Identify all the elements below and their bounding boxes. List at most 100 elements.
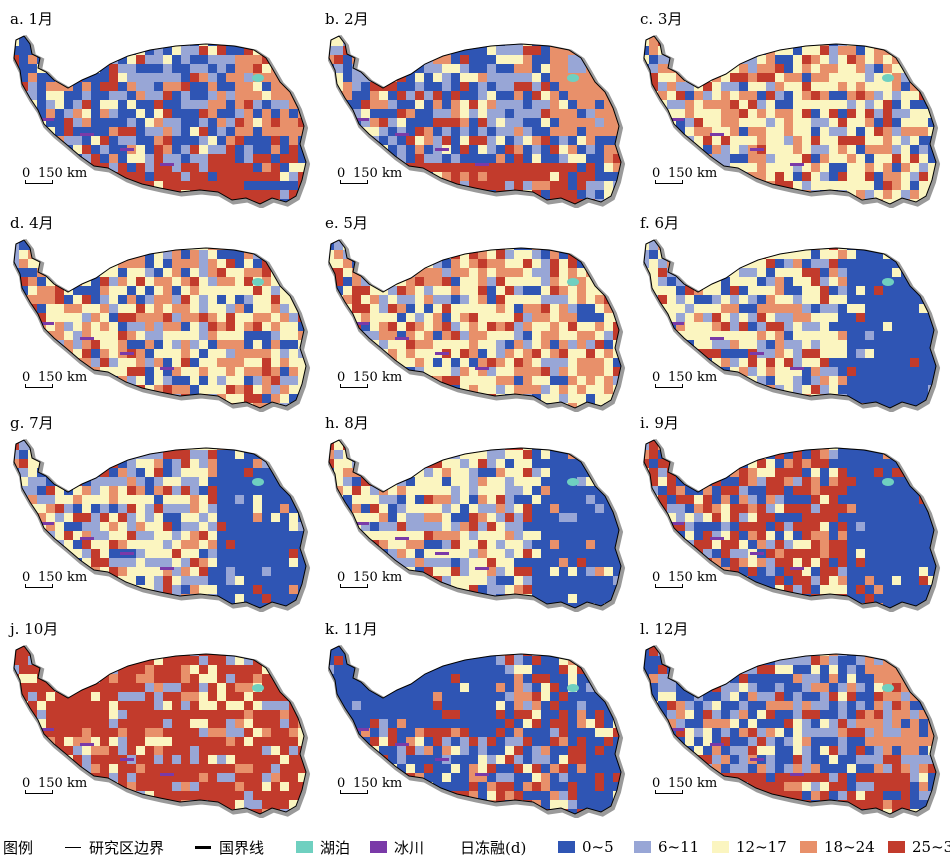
legend-glacier-label: 冰川	[394, 838, 425, 857]
scale-bar: 0 150 km	[22, 570, 92, 592]
scale-bar: 0 150 km	[337, 370, 407, 392]
scale-zero: 0	[652, 166, 661, 181]
scale-bar: 0 150 km	[652, 370, 722, 392]
scale-line	[340, 584, 368, 588]
study-area-boundary	[13, 439, 307, 609]
class-swatch	[634, 841, 651, 853]
scale-zero: 0	[652, 570, 661, 585]
panel-title: l. 12月	[640, 620, 689, 638]
panel-title: a. 1月	[10, 10, 54, 28]
map-panel: k. 11月 0 150 km	[325, 618, 635, 818]
scale-zero: 0	[337, 570, 346, 585]
map-panel: f. 6月 0 150 km	[640, 212, 950, 412]
plateau-map	[327, 238, 626, 412]
scale-bar: 0 150 km	[337, 570, 407, 592]
panel-title: j. 10月	[10, 620, 59, 638]
study-area-boundary	[13, 239, 307, 409]
scale-line	[655, 180, 683, 184]
scale-zero: 0	[22, 776, 31, 791]
national-line-icon	[195, 845, 211, 849]
scale-zero: 0	[652, 370, 661, 385]
scale-line	[340, 180, 368, 184]
study-area-boundary	[643, 239, 937, 409]
study-area-boundary	[13, 35, 307, 205]
legend-class: 18~24	[800, 835, 875, 859]
legend-title-text: 图例	[3, 838, 34, 857]
legend-ftd-label: 日冻融(d)	[460, 838, 527, 857]
scale-line	[655, 384, 683, 388]
legend-class: 25~31	[888, 835, 950, 859]
study-area-boundary	[643, 35, 937, 205]
scale-line	[25, 180, 53, 184]
plateau-map	[327, 34, 626, 208]
plateau-map	[642, 644, 941, 818]
scale-bar: 0 150 km	[652, 776, 722, 798]
scale-zero: 0	[22, 570, 31, 585]
study-area-boundary	[328, 645, 622, 815]
map-panel: j. 10月 0 150 km	[10, 618, 320, 818]
class-label: 6~11	[658, 838, 700, 856]
map-panel: e. 5月 0 150 km	[325, 212, 635, 412]
legend-boundary: 研究区边界	[65, 835, 164, 859]
panel-title: h. 8月	[325, 414, 369, 432]
scale-bar: 0 150 km	[337, 166, 407, 188]
panel-title: d. 4月	[10, 214, 54, 232]
class-label: 0~5	[582, 838, 614, 856]
lake-feature	[882, 478, 894, 486]
map-panel: b. 2月 0 150 km	[325, 8, 635, 208]
plateau-map	[12, 238, 311, 412]
legend-class: 12~17	[712, 835, 787, 859]
panel-title: e. 5月	[325, 214, 368, 232]
map-panel: a. 1月 0 150 km	[10, 8, 320, 208]
scale-value: 150 km	[353, 370, 403, 385]
scale-line	[340, 384, 368, 388]
panel-title: c. 3月	[640, 10, 683, 28]
scale-bar: 0 150 km	[22, 166, 92, 188]
plateau-map	[12, 438, 311, 612]
lake-feature	[252, 478, 264, 486]
scale-value: 150 km	[38, 776, 88, 791]
legend-national: 国界线	[195, 835, 264, 859]
map-panel: l. 12月 0 150 km	[640, 618, 950, 818]
panel-title: g. 7月	[10, 414, 54, 432]
study-area-boundary	[643, 439, 937, 609]
scale-bar: 0 150 km	[652, 166, 722, 188]
map-panel: i. 9月 0 150 km	[640, 412, 950, 612]
scale-value: 150 km	[668, 166, 718, 181]
study-area-boundary	[328, 239, 622, 409]
class-label: 18~24	[824, 838, 875, 856]
legend-title: 图例	[3, 835, 33, 859]
scale-zero: 0	[652, 776, 661, 791]
study-area-boundary	[13, 645, 307, 815]
lake-feature	[567, 478, 579, 486]
scale-zero: 0	[337, 776, 346, 791]
boundary-line-icon	[65, 846, 81, 848]
class-label: 25~31	[912, 838, 950, 856]
study-area-boundary	[328, 439, 622, 609]
legend-glacier: 冰川	[370, 835, 424, 859]
scale-value: 150 km	[668, 776, 718, 791]
study-area-boundary	[643, 645, 937, 815]
scale-zero: 0	[337, 370, 346, 385]
scale-line	[340, 790, 368, 794]
study-area-boundary	[328, 35, 622, 205]
legend-ftd-title: 日冻融(d)	[460, 835, 526, 859]
scale-bar: 0 150 km	[22, 370, 92, 392]
map-panel: d. 4月 0 150 km	[10, 212, 320, 412]
scale-value: 150 km	[353, 166, 403, 181]
scale-line	[25, 584, 53, 588]
plateau-map	[642, 438, 941, 612]
lake-feature	[252, 684, 264, 692]
glacier-swatch	[370, 841, 387, 853]
scale-value: 150 km	[353, 570, 403, 585]
scale-bar: 0 150 km	[337, 776, 407, 798]
scale-line	[655, 584, 683, 588]
scale-line	[25, 384, 53, 388]
class-swatch	[888, 841, 905, 853]
map-panel: c. 3月 0 150 km	[640, 8, 950, 208]
scale-bar: 0 150 km	[22, 776, 92, 798]
legend-class: 6~11	[634, 835, 699, 859]
map-panel: h. 8月 0 150 km	[325, 412, 635, 612]
legend-boundary-label: 研究区边界	[89, 838, 165, 857]
scale-zero: 0	[337, 166, 346, 181]
